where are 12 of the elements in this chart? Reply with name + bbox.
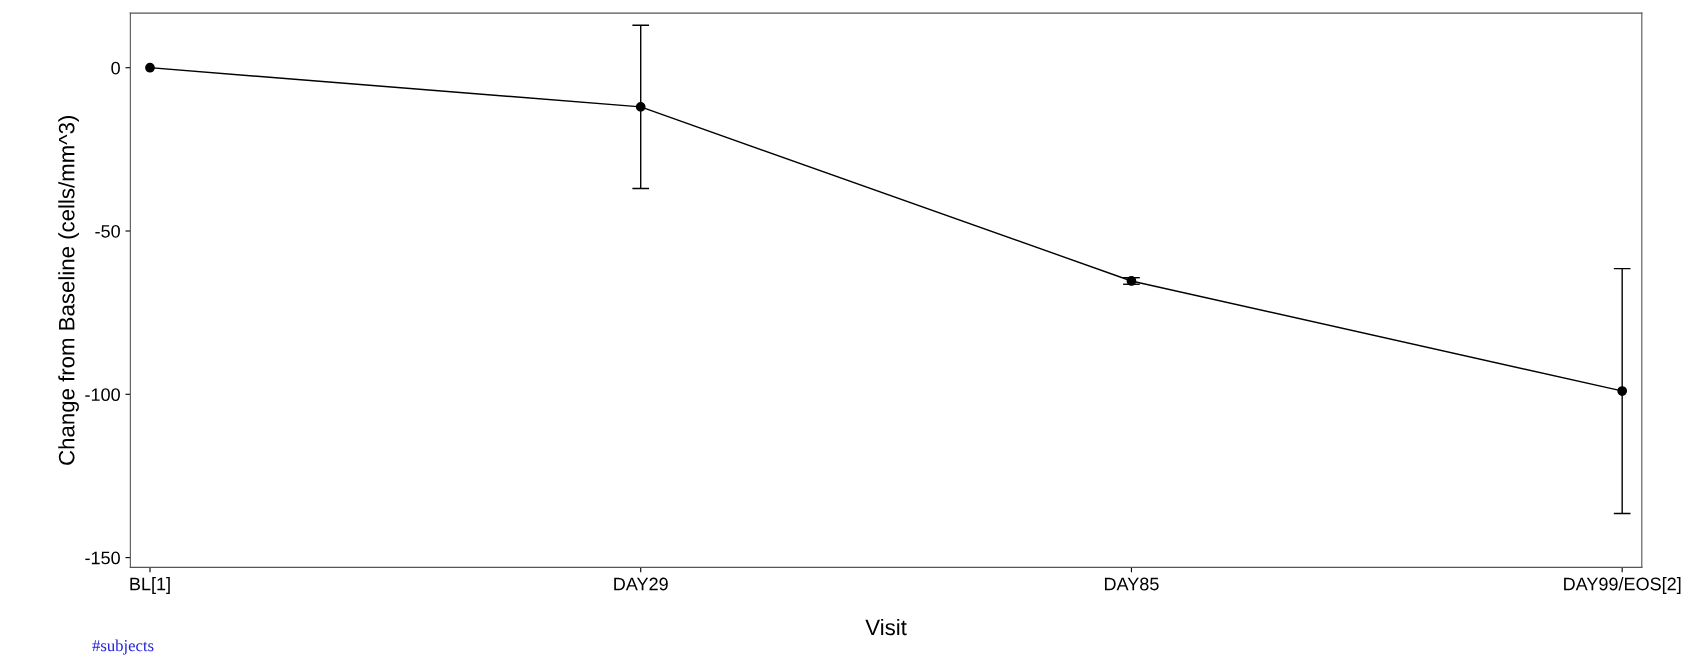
y-tick-label: -100 — [85, 388, 120, 402]
point — [145, 62, 155, 73]
y-tick-label: 0 — [111, 61, 120, 75]
x-tick-label: DAY99/EOS[2] — [1564, 577, 1681, 594]
x-tick-label: DAY85 — [1104, 577, 1159, 591]
x-tick-label: DAY29 — [614, 577, 668, 591]
y-tick-label: -150 — [85, 551, 120, 565]
y-tick-label: -50 — [95, 224, 120, 238]
x-tick-label: BL[1] — [130, 577, 170, 594]
y-axis-title: Change from Baseline (cells/mm^3) — [58, 116, 79, 465]
x-axis-title: Visit — [865, 618, 907, 636]
text: #subjects — [92, 639, 154, 655]
